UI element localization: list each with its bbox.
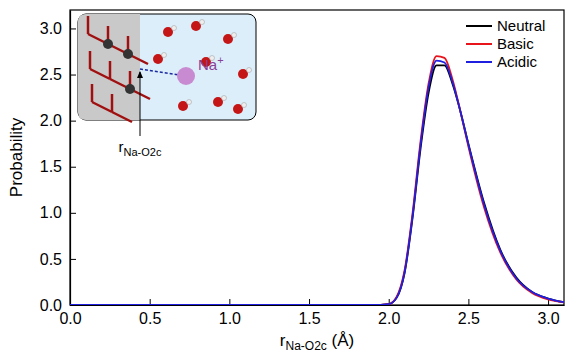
inset-atom — [103, 39, 113, 49]
x-axis-line — [71, 305, 565, 306]
inset-water-h — [242, 103, 247, 108]
x-tick-label: 1.0 — [219, 310, 241, 327]
x-tick-label: 0.0 — [59, 310, 81, 327]
x-tick-label: 0.5 — [139, 310, 161, 327]
y-tick: 0.5 — [40, 251, 76, 268]
y-tick-mark — [70, 121, 76, 122]
inset-na-label-part: + — [217, 54, 223, 66]
y-tick-label: 0.5 — [40, 251, 62, 268]
legend-swatch — [466, 43, 492, 45]
y-tick-mark — [70, 75, 76, 76]
inset-bond — [109, 61, 112, 79]
x-tick: 3.0 — [537, 299, 559, 327]
x-axis-title-part: Na-O2c — [285, 339, 326, 353]
y-tick: 1.0 — [40, 204, 76, 221]
x-tick: 2.5 — [458, 299, 480, 327]
inset-water-h — [247, 68, 252, 73]
annotation-arrowhead — [137, 71, 143, 78]
legend-label: Neutral — [497, 17, 545, 34]
inset-bond — [91, 84, 94, 102]
x-axis-title-part: (Å) — [327, 331, 354, 350]
annotation-label: rNa-O2c — [119, 138, 162, 158]
y-tick-mark — [70, 213, 76, 214]
y-tick: 3.0 — [40, 20, 76, 37]
x-tick-label: 1.5 — [298, 310, 320, 327]
inset-na-label: Na+ — [198, 54, 224, 73]
inset-bond — [87, 16, 90, 34]
x-axis-title: rNa-O2c (Å) — [280, 331, 354, 353]
inset-water-h — [187, 100, 192, 105]
y-axis: 0.0 0.5 1.0 1.5 2.0 2.5 3.0 — [40, 11, 76, 314]
inset-bond — [92, 102, 112, 112]
inset-lattice — [88, 16, 252, 122]
legend: NeutralBasicAcidic — [466, 17, 545, 70]
inset-atom — [125, 84, 135, 94]
inset-water-h — [172, 26, 177, 31]
series-line — [70, 61, 564, 305]
inset-atom — [123, 49, 133, 59]
y-axis-line — [70, 11, 71, 306]
y-tick-mark — [70, 167, 76, 168]
y-tick-label: 2.5 — [40, 66, 62, 83]
inset: Na+ — [78, 14, 256, 122]
legend-swatch — [466, 61, 492, 63]
y-tick-label: 1.0 — [40, 204, 62, 221]
x-tick: 0.5 — [139, 299, 161, 327]
inset-water-h — [200, 20, 205, 25]
y-axis-title: Probability — [7, 117, 26, 197]
inset-bond — [89, 51, 92, 69]
annotation-arrow — [140, 72, 141, 136]
inset-water — [78, 14, 256, 120]
chart: 0.0 0.5 1.0 1.5 2.0 2.5 3.0 0.0 0.5 1.0 1.5 2.0 2.5 3… — [0, 0, 578, 358]
y-tick: 0.0 — [40, 297, 76, 314]
x-tick-mark — [468, 299, 469, 305]
legend-label: Basic — [497, 35, 534, 52]
y-tick-label: 1.5 — [40, 158, 62, 175]
y-tick: 2.0 — [40, 112, 76, 129]
y-tick-label: 3.0 — [40, 20, 62, 37]
y-tick-mark — [70, 28, 76, 29]
y-tick-mark — [70, 259, 76, 260]
x-tick-label: 2.0 — [378, 310, 400, 327]
inset-bond — [90, 69, 110, 79]
legend-swatch — [466, 25, 492, 27]
inset-slab — [78, 14, 140, 120]
x-tick: 1.0 — [219, 299, 241, 327]
legend-label: Acidic — [497, 53, 538, 70]
inset-water-h — [232, 33, 237, 38]
inset-na-ion — [177, 67, 195, 85]
annotation-label-part: Na-O2c — [124, 146, 162, 158]
x-tick-label: 3.0 — [537, 310, 559, 327]
inset-bond — [111, 94, 114, 112]
x-tick-label: 2.5 — [458, 310, 480, 327]
y-tick-label: 2.0 — [40, 112, 62, 129]
y-tick-mark — [70, 305, 76, 306]
inset-bond — [112, 112, 132, 122]
plot: 0.0 0.5 1.0 1.5 2.0 2.5 3.0 0.0 0.5 1.0 1.5 2.0 2.5 3… — [40, 10, 565, 327]
plot-frame — [70, 10, 564, 305]
y-tick-label: 0.0 — [40, 297, 62, 314]
x-axis: 0.0 0.5 1.0 1.5 2.0 2.5 3.0 — [59, 299, 564, 327]
x-tick: 1.5 — [298, 299, 320, 327]
inset-water-h — [222, 96, 227, 101]
inset-na-label-part: Na — [198, 56, 218, 73]
inset-water-h — [162, 53, 167, 58]
y-tick: 2.5 — [40, 66, 76, 83]
y-tick: 1.5 — [40, 158, 76, 175]
